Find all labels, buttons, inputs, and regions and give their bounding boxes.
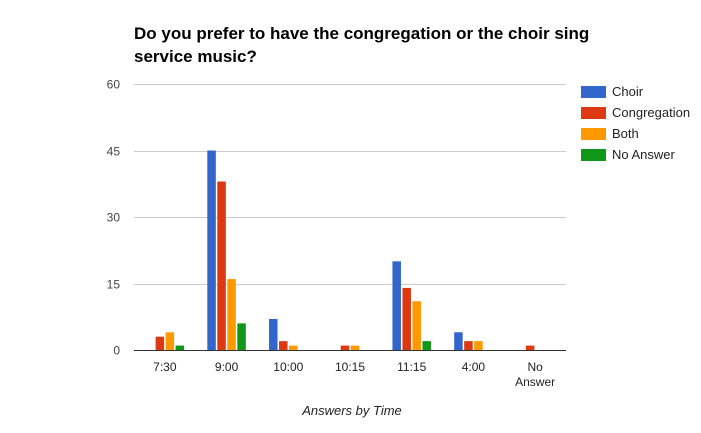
- bar-congregation: [279, 341, 288, 350]
- bar-congregation: [464, 341, 473, 350]
- x-tick-label: No Answer: [515, 360, 555, 389]
- y-tick-label: 30: [107, 211, 121, 225]
- legend-swatch: [581, 85, 606, 98]
- legend-label: Congregation: [612, 105, 691, 120]
- bar-both: [289, 345, 298, 350]
- y-tick-label: 15: [107, 278, 121, 292]
- legend-item: Choir: [581, 81, 690, 102]
- legend-label: No Answer: [612, 147, 675, 162]
- legend-item: Both: [581, 123, 690, 144]
- bar-both: [412, 301, 421, 350]
- y-tick-label: 45: [107, 145, 121, 159]
- legend-swatch: [581, 148, 606, 161]
- legend-swatch: [581, 106, 606, 119]
- x-tick-label: 9:00: [215, 360, 239, 374]
- bar-both: [350, 345, 360, 350]
- y-tick-label: 60: [107, 78, 121, 92]
- x-tick-label: 11:15: [397, 360, 426, 374]
- bar-no-answer: [237, 323, 246, 350]
- bar-both: [165, 332, 175, 350]
- bar-both: [227, 279, 236, 350]
- bar-no-answer: [422, 341, 431, 350]
- bar-congregation: [217, 181, 226, 350]
- bar-choir: [207, 150, 216, 350]
- bar-no-answer: [175, 345, 185, 350]
- bar-both: [474, 341, 483, 350]
- x-tick-label: 4:00: [462, 360, 486, 374]
- legend-item: No Answer: [581, 144, 690, 165]
- x-tick-label: 10:00: [273, 360, 303, 374]
- bar-congregation: [402, 287, 411, 350]
- legend-item: Congregation: [581, 102, 690, 123]
- chart-legend: Choir Congregation Both No Answer: [581, 81, 690, 165]
- x-axis-title: Answers by Time: [302, 403, 402, 418]
- chart-title: Do you prefer to have the congregation o…: [134, 24, 590, 66]
- bar-congregation: [525, 345, 535, 350]
- x-tick-label: 10:15: [335, 360, 365, 374]
- legend-swatch: [581, 127, 606, 140]
- bar-choir: [269, 318, 278, 350]
- bar-choir: [392, 261, 401, 350]
- x-tick-label: 7:30: [153, 360, 177, 374]
- bar-congregation: [340, 345, 350, 350]
- legend-label: Choir: [612, 84, 644, 99]
- bar-choir: [454, 332, 463, 350]
- legend-label: Both: [612, 126, 639, 141]
- y-tick-label: 0: [113, 344, 120, 358]
- bar-congregation: [155, 336, 165, 350]
